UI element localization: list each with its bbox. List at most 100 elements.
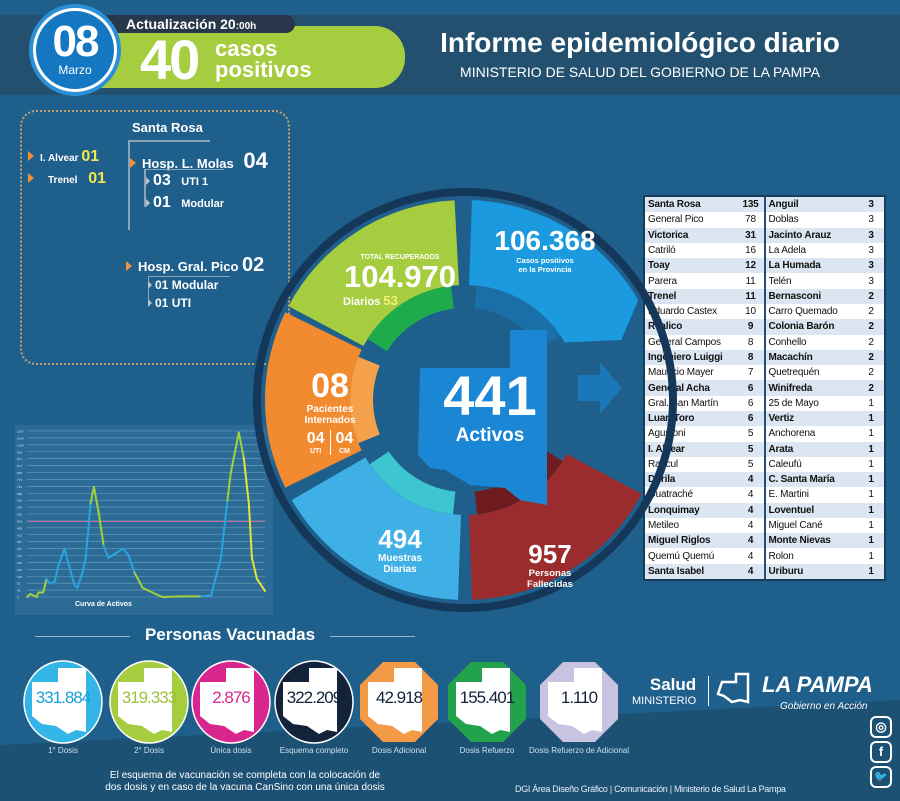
vaccine-badge: 331.884 xyxy=(22,660,104,744)
locality-count: 1 xyxy=(868,535,874,547)
locality-count: 6 xyxy=(747,413,754,425)
curve-segment xyxy=(250,556,258,580)
active-curve-chart: 1100 1054 1008 963 917 871 825 779 733 688 642 596 5… xyxy=(15,425,273,615)
y-tick-label: 642 xyxy=(17,499,22,503)
arrow-icon xyxy=(148,299,152,307)
active-value: 441 xyxy=(443,364,537,427)
deaths-stat: 957 Personas Fallecidas xyxy=(490,540,610,590)
twitter-icon[interactable]: 🐦 xyxy=(870,766,892,788)
locality-name: La Humada xyxy=(768,260,821,272)
sub-label: Modular xyxy=(181,198,225,210)
vaccine-badge: 319.333 xyxy=(108,660,190,744)
city-label: Santa Rosa xyxy=(132,120,203,135)
locality-name: Miguel Cané xyxy=(768,520,823,532)
arrow-icon xyxy=(130,158,136,168)
deaths-label: Personas xyxy=(528,568,572,579)
locality-count: 2 xyxy=(868,382,874,394)
locality-name: Santa Isabel xyxy=(648,565,704,577)
recovered-segment xyxy=(288,200,459,347)
y-tick-label: 458 xyxy=(17,526,22,530)
cases-label-2: positivos xyxy=(215,57,312,82)
arrow-icon xyxy=(126,261,132,271)
molas-sub-2: 01 Modular xyxy=(146,194,224,212)
locality-count: 2 xyxy=(868,336,874,348)
vaccine-label: Dosis Adicional xyxy=(371,746,427,755)
locality-name: Eduardo Castex xyxy=(648,306,717,318)
curve-segment xyxy=(112,547,125,556)
locality-name: Arata xyxy=(768,443,794,455)
table-row: Victorica 31 xyxy=(645,227,764,243)
octagon-shape xyxy=(540,662,618,742)
locality-count: 1 xyxy=(868,428,874,440)
locality-count: 135 xyxy=(742,199,759,211)
locality-count: 6 xyxy=(747,382,754,394)
update-suffix: :00h xyxy=(235,21,257,32)
locality-name: Guatraché xyxy=(648,489,693,501)
table-row: Monte Nievas 1 xyxy=(765,533,884,549)
la-pampa-map-icon xyxy=(716,672,750,704)
locality-count: 4 xyxy=(747,535,754,547)
circle-shape xyxy=(109,660,189,744)
vaccine-badge: 2.876 xyxy=(190,660,272,744)
y-tick-label: 550 xyxy=(17,513,22,517)
recovered-value: 104.970 xyxy=(343,259,457,294)
locality-count: 11 xyxy=(745,275,756,287)
wheel-outer-ring xyxy=(253,188,677,612)
deaths-segment xyxy=(469,453,642,600)
table-row: Uriburu 1 xyxy=(765,563,884,580)
facebook-icon[interactable]: f xyxy=(870,741,892,763)
table-row: Quemú Quemú 4 xyxy=(645,548,764,563)
locality-count: 4 xyxy=(747,520,754,532)
locality-count: 3 xyxy=(868,214,874,226)
samples-label: Muestras xyxy=(378,553,422,564)
arrow-icon xyxy=(146,199,150,207)
instagram-icon[interactable]: ◎ xyxy=(870,716,892,738)
table-row: Dorila 4 xyxy=(645,472,764,488)
uti-label: UTI xyxy=(309,448,322,455)
locality-count: 4 xyxy=(747,504,754,516)
locality-name: Caleufú xyxy=(768,458,802,470)
locality-count: 1 xyxy=(868,550,874,562)
table-row: Anguil 3 xyxy=(765,197,884,213)
table-row: La Adela 3 xyxy=(766,243,885,258)
date-badge: 08 Marzo xyxy=(33,8,117,92)
daily-recovered-value: 53 xyxy=(383,293,398,308)
table-row: Telén 3 xyxy=(766,273,885,288)
recovered-inner-band xyxy=(367,285,454,352)
locality-name: Jacinto Arauz xyxy=(768,229,832,241)
y-tick-label: 917 xyxy=(17,457,22,461)
credits: DGI Área Diseño Gráfico | Comunicación |… xyxy=(515,784,786,794)
daily-cases-count: 40 xyxy=(140,28,200,91)
y-tick-label: 0 xyxy=(17,596,19,600)
locality-count: 2 xyxy=(868,351,874,363)
divider xyxy=(708,676,709,706)
date-month: Marzo xyxy=(58,63,92,77)
samples-value: 494 xyxy=(378,524,422,554)
locality-count: 4 xyxy=(747,550,754,562)
vaccine-count: 331.884 xyxy=(35,688,91,707)
locality-name: Quemú Quemú xyxy=(648,550,715,562)
locality-count: 3 xyxy=(868,275,874,287)
vaccine-label: Dosis Refuerzo de Adicional xyxy=(528,746,630,755)
table-row: Caleufú 1 xyxy=(766,457,885,472)
y-tick-label: 733 xyxy=(17,485,22,489)
locality-name: General Pico xyxy=(648,214,704,226)
locality-name: Winifreda xyxy=(768,382,813,394)
arrow-icon xyxy=(146,177,150,185)
locality-name: Realico xyxy=(648,321,683,333)
table-row: Mauricio Mayer 7 xyxy=(645,365,764,380)
locality-name: Vertiz xyxy=(768,413,795,425)
locality-count: 1 xyxy=(868,520,874,532)
table-row: Metileo 4 xyxy=(645,518,764,533)
locality-count: 10 xyxy=(745,306,756,318)
curve-segment xyxy=(127,553,136,574)
vaccine-count: 319.333 xyxy=(121,688,177,707)
table-row: Eduardo Castex 10 xyxy=(645,304,764,319)
curve-segment xyxy=(102,544,110,559)
table-row: Macachín 2 xyxy=(765,349,884,366)
locality-name: E. Martini xyxy=(768,489,809,501)
locality-name: Dorila xyxy=(648,474,676,486)
curve-segment xyxy=(81,556,87,574)
update-label: Actualización 20 xyxy=(126,16,236,32)
logo-ministerio-text: MINISTERIO xyxy=(632,695,697,707)
